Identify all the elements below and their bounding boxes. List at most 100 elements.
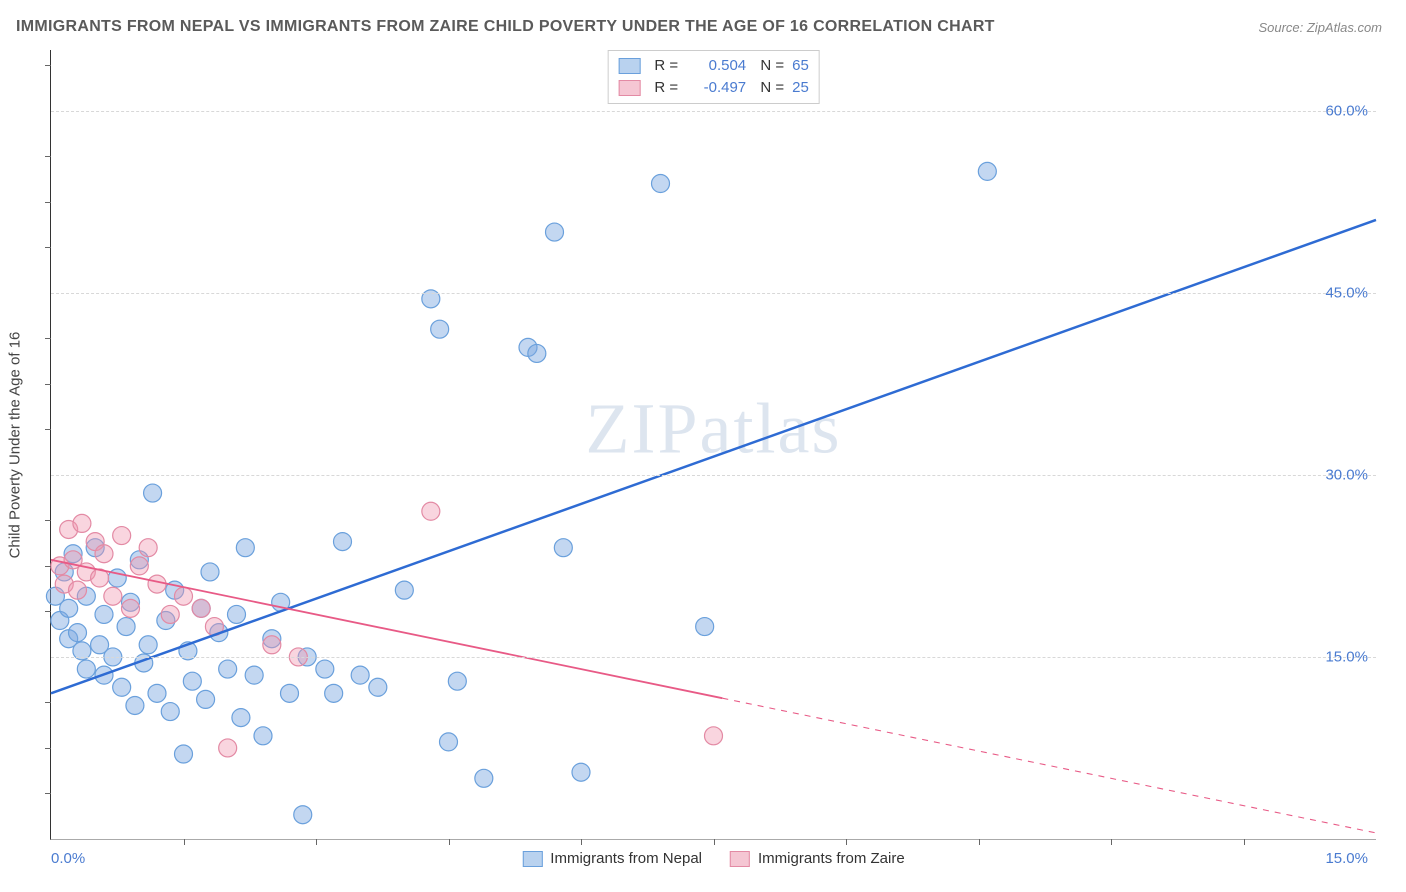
x-tick [581, 839, 582, 845]
data-point [95, 605, 113, 623]
x-tick [449, 839, 450, 845]
data-point [201, 563, 219, 581]
y-minor-tick [45, 611, 51, 612]
y-minor-tick [45, 384, 51, 385]
data-point [60, 599, 78, 617]
x-axis-max-label: 15.0% [1325, 850, 1368, 867]
data-point [219, 739, 237, 757]
y-tick-label: 45.0% [1325, 284, 1368, 301]
x-tick [1111, 839, 1112, 845]
legend-n-value: 65 [792, 55, 809, 77]
y-minor-tick [45, 702, 51, 703]
data-point [139, 636, 157, 654]
data-point [528, 344, 546, 362]
data-point [572, 763, 590, 781]
data-point [197, 690, 215, 708]
legend-stat-row: R =-0.497N =25 [618, 77, 809, 99]
y-minor-tick [45, 520, 51, 521]
data-point [236, 539, 254, 557]
x-tick [979, 839, 980, 845]
data-point [431, 320, 449, 338]
data-point [316, 660, 334, 678]
data-point [254, 727, 272, 745]
data-point [219, 660, 237, 678]
data-point [148, 684, 166, 702]
legend-swatch [618, 80, 640, 96]
y-minor-tick [45, 566, 51, 567]
data-point [652, 175, 670, 193]
data-point [546, 223, 564, 241]
data-point [175, 587, 193, 605]
data-point [69, 624, 87, 642]
x-tick [184, 839, 185, 845]
legend-series-label: Immigrants from Nepal [550, 850, 702, 867]
legend-r-label: R = [648, 55, 678, 77]
data-point [281, 684, 299, 702]
data-point [245, 666, 263, 684]
legend-series-item: Immigrants from Zaire [730, 850, 905, 867]
y-minor-tick [45, 156, 51, 157]
legend-swatch [618, 58, 640, 74]
data-point [228, 605, 246, 623]
x-tick [714, 839, 715, 845]
x-tick [316, 839, 317, 845]
data-point [192, 599, 210, 617]
legend-series-item: Immigrants from Nepal [522, 850, 702, 867]
data-point [161, 605, 179, 623]
plot-area: Child Poverty Under the Age of 16 0.0% 1… [50, 50, 1376, 840]
data-point [369, 678, 387, 696]
x-tick [1244, 839, 1245, 845]
data-point [705, 727, 723, 745]
data-point [117, 618, 135, 636]
data-point [95, 545, 113, 563]
data-point [294, 806, 312, 824]
data-point [175, 745, 193, 763]
gridline [51, 111, 1376, 112]
x-tick [846, 839, 847, 845]
trend-line [51, 220, 1376, 693]
legend-series-label: Immigrants from Zaire [758, 850, 905, 867]
data-point [130, 557, 148, 575]
data-point [475, 769, 493, 787]
data-point [696, 618, 714, 636]
legend-series: Immigrants from Nepal Immigrants from Zai… [522, 850, 904, 867]
gridline [51, 475, 1376, 476]
legend-n-label: N = [754, 55, 784, 77]
y-minor-tick [45, 202, 51, 203]
data-point [122, 599, 140, 617]
trend-line [51, 560, 722, 698]
y-minor-tick [45, 429, 51, 430]
data-point [978, 162, 996, 180]
source-attribution: Source: ZipAtlas.com [1258, 20, 1382, 35]
chart-svg [51, 50, 1376, 839]
data-point [448, 672, 466, 690]
data-point [73, 514, 91, 532]
y-minor-tick [45, 748, 51, 749]
data-point [395, 581, 413, 599]
legend-stats: R =0.504N =65R =-0.497N =25 [607, 50, 820, 104]
legend-n-label: N = [754, 77, 784, 99]
data-point [113, 527, 131, 545]
data-point [144, 484, 162, 502]
y-axis-title: Child Poverty Under the Age of 16 [7, 331, 24, 558]
data-point [148, 575, 166, 593]
data-point [161, 703, 179, 721]
data-point [232, 709, 250, 727]
y-minor-tick [45, 65, 51, 66]
data-point [554, 539, 572, 557]
data-point [440, 733, 458, 751]
gridline [51, 293, 1376, 294]
y-minor-tick [45, 338, 51, 339]
data-point [183, 672, 201, 690]
data-point [334, 533, 352, 551]
legend-r-value: 0.504 [686, 55, 746, 77]
y-tick-label: 15.0% [1325, 648, 1368, 665]
data-point [69, 581, 87, 599]
data-point [113, 678, 131, 696]
legend-swatch [730, 851, 750, 867]
legend-swatch [522, 851, 542, 867]
y-minor-tick [45, 793, 51, 794]
legend-r-value: -0.497 [686, 77, 746, 99]
data-point [325, 684, 343, 702]
y-tick-label: 30.0% [1325, 466, 1368, 483]
